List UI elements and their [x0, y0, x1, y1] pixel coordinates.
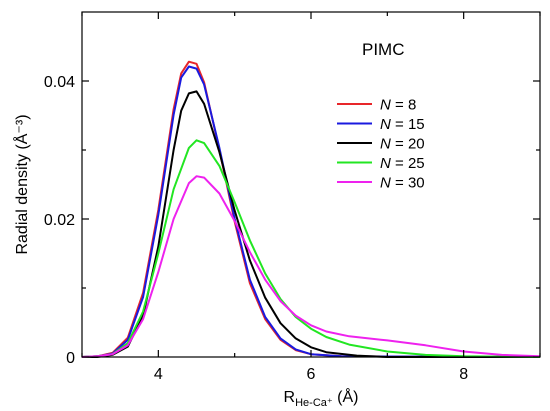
plot-frame [81, 11, 541, 358]
pimc-annotation: PIMC [362, 40, 405, 59]
legend-label: N = 20 [380, 136, 425, 153]
y-tick-label: 0.04 [44, 74, 75, 91]
series-line-n20 [82, 90, 540, 358]
legend-label-value: = 8 [391, 97, 416, 114]
x-axis-label-main: R [284, 389, 296, 406]
legend-label-value: = 30 [391, 175, 425, 192]
legend: N = 8N = 15N = 20N = 25N = 30 [337, 97, 425, 192]
x-axis-label-subscript: He-Ca⁺ [295, 397, 333, 409]
legend-label-variable: N [380, 116, 391, 133]
y-tick-label: 0 [66, 350, 75, 367]
legend-label-variable: N [380, 175, 391, 192]
series-line-n30 [81, 175, 541, 358]
series-line-n8 [81, 60, 541, 358]
legend-label: N = 30 [380, 175, 425, 192]
series-layer [81, 60, 541, 358]
legend-label-value: = 15 [391, 116, 425, 133]
legend-label: N = 8 [380, 97, 416, 114]
legend-label-variable: N [380, 136, 391, 153]
x-axis-label-unit: (Å) [333, 387, 359, 406]
x-tick-label: 6 [307, 366, 316, 383]
ticks-layer: 4 6 8 0 0.02 0.04 [44, 12, 541, 383]
x-axis-label: RHe-Ca⁺ (Å) [284, 387, 359, 409]
legend-label-variable: N [380, 155, 391, 172]
series-line-n15 [81, 65, 541, 358]
legend-label-value: = 25 [391, 155, 425, 172]
y-tick-label: 0.02 [44, 212, 75, 229]
x-tick-label: 8 [459, 366, 468, 383]
series-line-n25 [81, 139, 541, 358]
legend-label: N = 25 [380, 155, 425, 172]
legend-label-variable: N [380, 97, 391, 114]
x-tick-label: 4 [154, 366, 163, 383]
y-axis-label: Radial density (Å⁻³) [12, 114, 31, 254]
legend-label-value: = 20 [391, 136, 425, 153]
legend-label: N = 15 [380, 116, 425, 133]
